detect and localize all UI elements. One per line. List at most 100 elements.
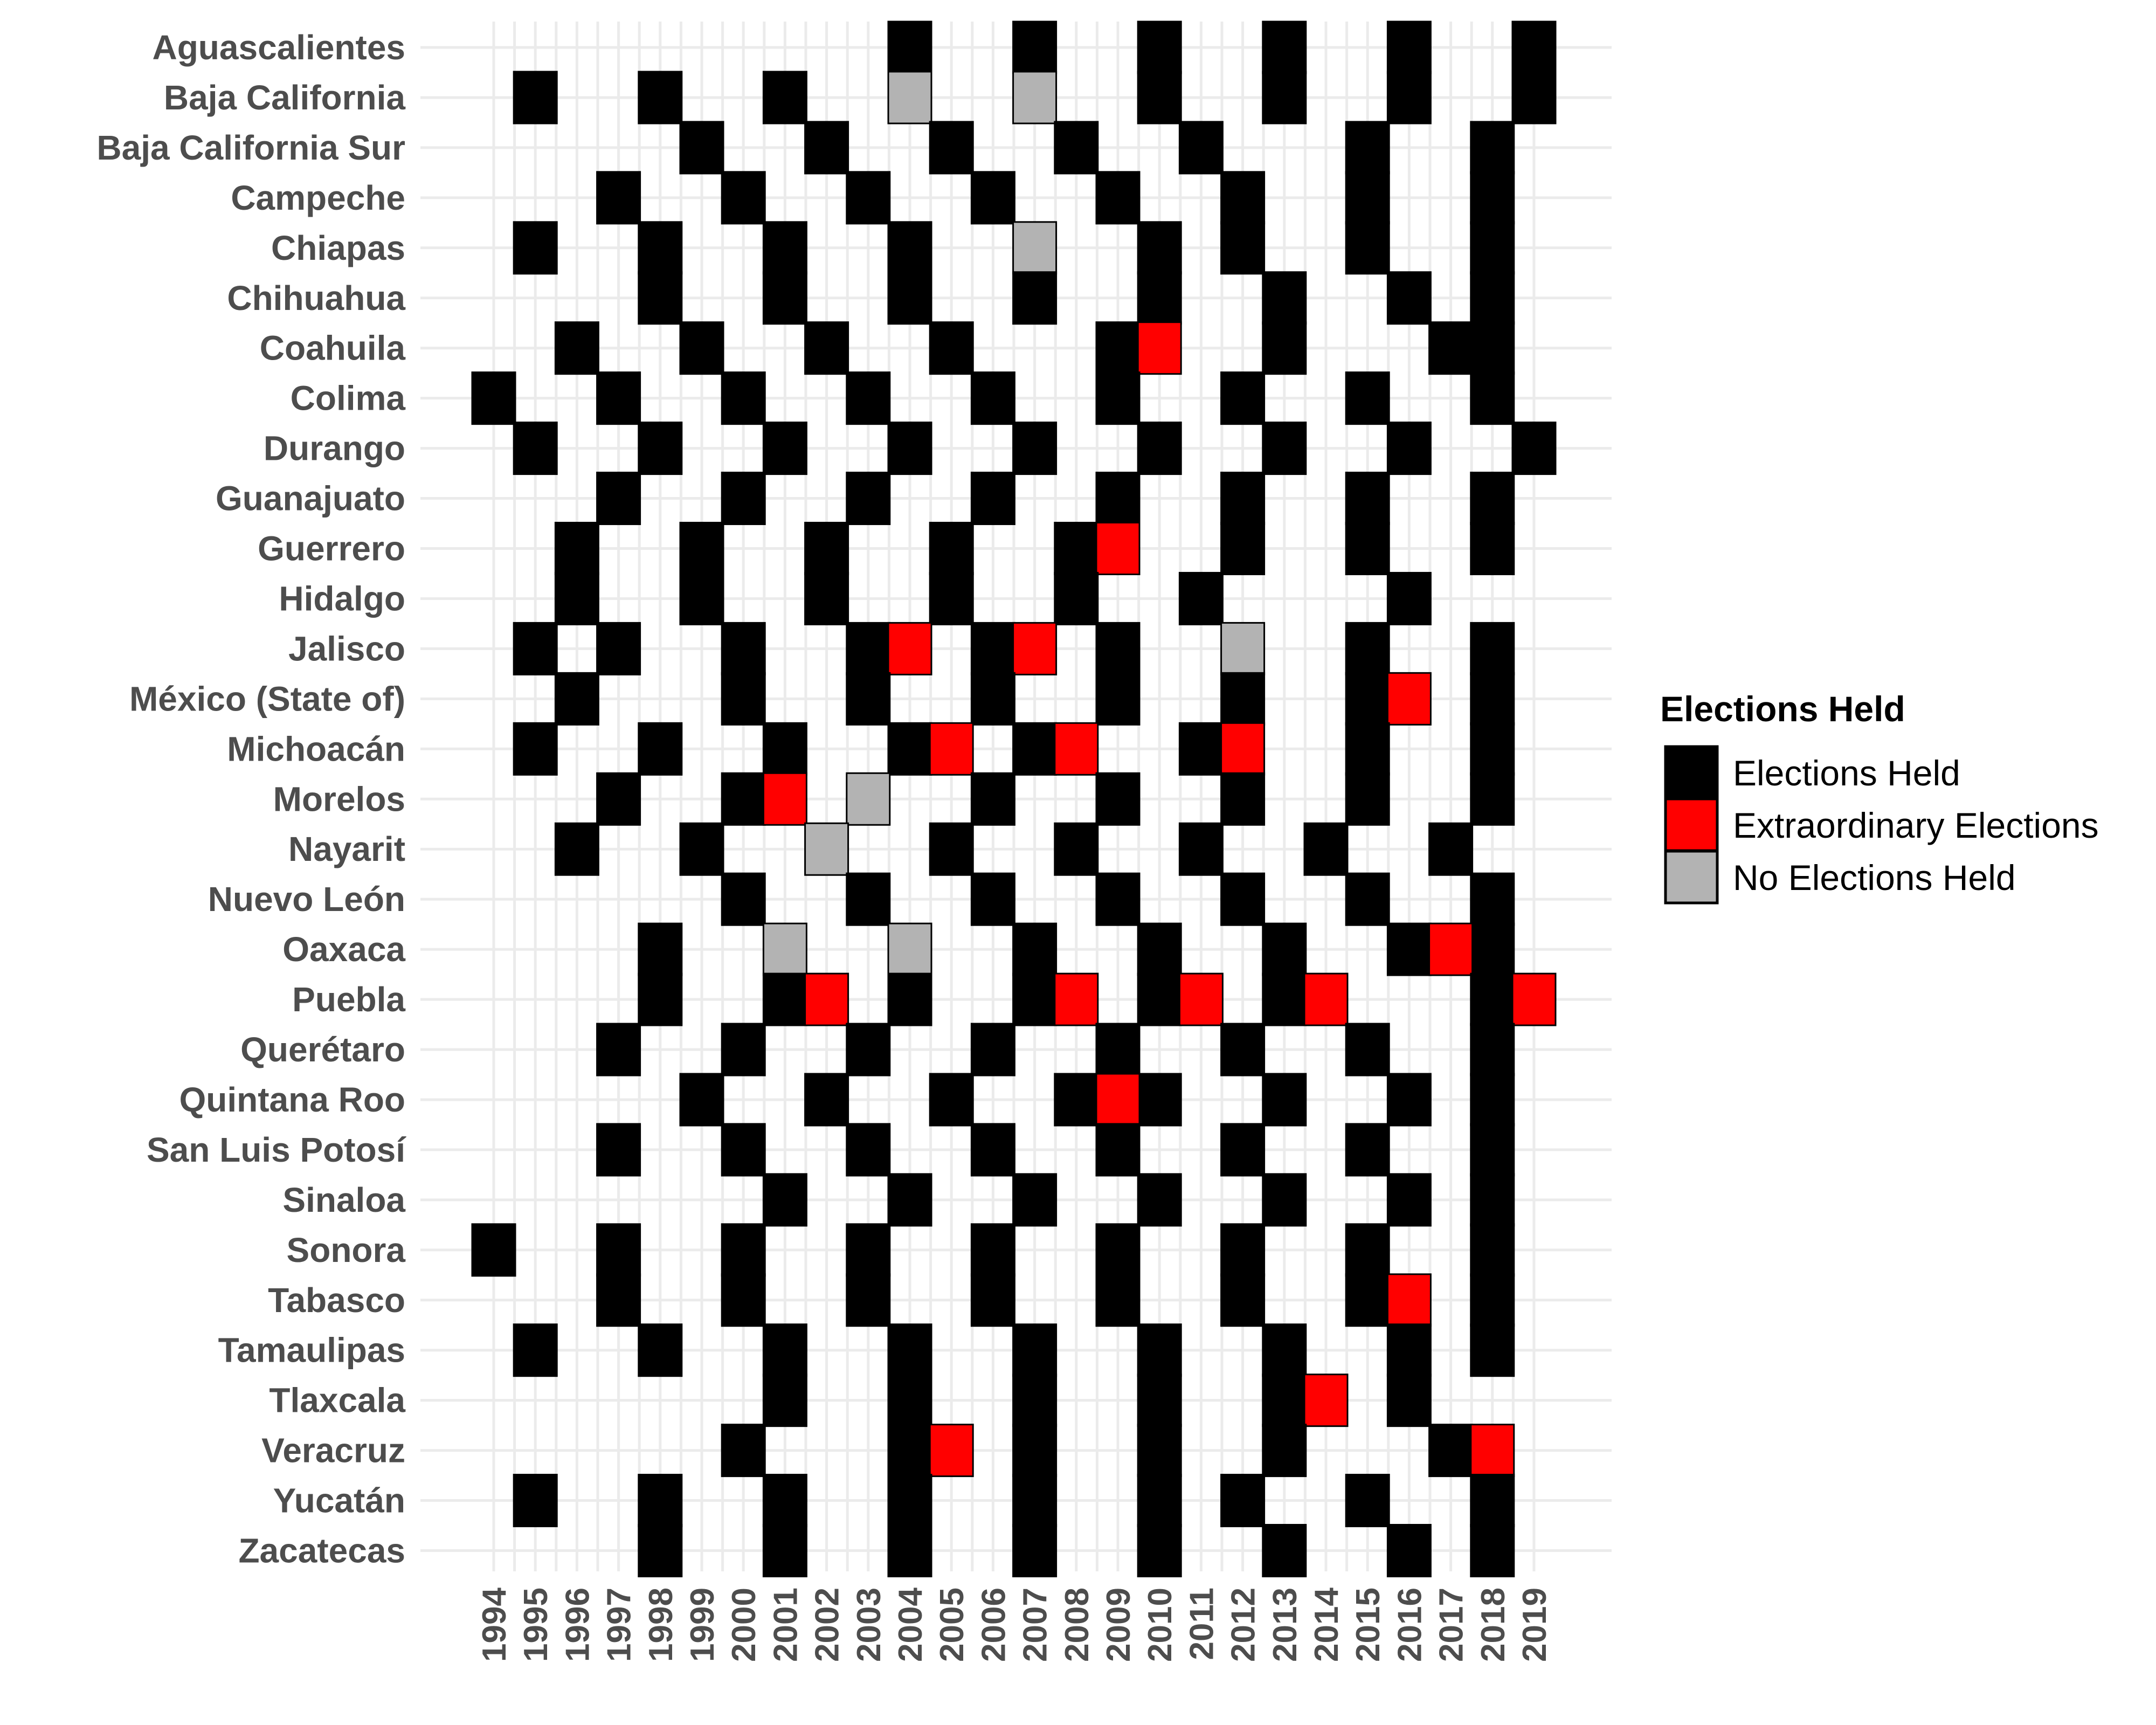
cell-held bbox=[1386, 1173, 1432, 1227]
year-label: 2007 bbox=[1017, 1588, 1054, 1662]
cell-held bbox=[1345, 371, 1390, 425]
state-label: Puebla bbox=[292, 980, 405, 1019]
cell-held bbox=[1511, 20, 1557, 74]
state-axis-labels: Aguascalientes Baja California Baja Califo… bbox=[96, 28, 406, 1570]
cell-none bbox=[762, 922, 807, 976]
cell-held bbox=[1012, 1323, 1058, 1377]
cell-held bbox=[721, 772, 766, 826]
cell-held bbox=[1470, 872, 1515, 926]
state-label: Chihuahua bbox=[227, 279, 405, 318]
cell-held bbox=[1054, 121, 1099, 175]
cell-held bbox=[1012, 722, 1058, 776]
cell-held bbox=[1470, 1273, 1515, 1327]
cell-held bbox=[1095, 622, 1141, 675]
cell-held bbox=[970, 772, 1015, 826]
cell-held bbox=[1137, 1524, 1182, 1577]
year-label: 1994 bbox=[476, 1587, 513, 1661]
cell-held bbox=[1345, 1223, 1390, 1277]
cell-held bbox=[1137, 20, 1182, 74]
cell-held bbox=[1470, 1474, 1515, 1528]
cell-held bbox=[929, 121, 974, 175]
state-label: Coahuila bbox=[260, 329, 406, 368]
cell-held bbox=[762, 1524, 807, 1577]
cell-held bbox=[804, 522, 849, 575]
cell-held bbox=[638, 271, 683, 325]
state-label: Yucatán bbox=[273, 1481, 405, 1520]
state-label: Sonora bbox=[287, 1231, 406, 1269]
cell-held bbox=[1303, 822, 1349, 876]
cell-held bbox=[513, 722, 558, 776]
cell-extra bbox=[1095, 1073, 1141, 1127]
year-label: 2015 bbox=[1350, 1588, 1387, 1662]
cell-held bbox=[513, 1474, 558, 1528]
cell-held bbox=[1386, 1073, 1432, 1127]
cell-none bbox=[887, 922, 932, 976]
cell-held bbox=[1137, 1424, 1182, 1478]
cell-held bbox=[1137, 1073, 1182, 1127]
cell-held bbox=[596, 1273, 641, 1327]
cell-held bbox=[1386, 422, 1432, 475]
legend-key-held bbox=[1664, 745, 1719, 800]
cell-held bbox=[1095, 1223, 1141, 1277]
cell-held bbox=[1137, 1173, 1182, 1227]
state-label: Nuevo León bbox=[208, 880, 405, 919]
cell-held bbox=[1470, 271, 1515, 325]
cell-held bbox=[1470, 472, 1515, 526]
state-label: Hidalgo bbox=[279, 579, 405, 618]
cell-held bbox=[1012, 1474, 1058, 1528]
cell-held bbox=[1220, 1474, 1266, 1528]
cell-held bbox=[721, 171, 766, 225]
cell-held bbox=[471, 1223, 516, 1277]
cell-extra bbox=[804, 972, 849, 1026]
cell-held bbox=[1262, 422, 1307, 475]
cell-held bbox=[1262, 1374, 1307, 1427]
cell-held bbox=[1345, 772, 1390, 826]
cell-held bbox=[513, 1323, 558, 1377]
year-label: 2004 bbox=[892, 1587, 929, 1661]
cell-held bbox=[762, 221, 807, 275]
cell-held bbox=[887, 1474, 932, 1528]
cell-held bbox=[1095, 1123, 1141, 1177]
cell-held bbox=[1262, 71, 1307, 125]
year-label: 1995 bbox=[517, 1588, 555, 1662]
cell-held bbox=[1262, 271, 1307, 325]
cell-held bbox=[721, 672, 766, 726]
year-label: 1996 bbox=[559, 1588, 596, 1662]
cell-held bbox=[1345, 472, 1390, 526]
cell-held bbox=[1262, 321, 1307, 375]
year-label: 2017 bbox=[1433, 1588, 1470, 1662]
cell-held bbox=[679, 571, 724, 625]
cell-held bbox=[762, 422, 807, 475]
cell-held bbox=[887, 1424, 932, 1478]
cell-held bbox=[638, 972, 683, 1026]
legend-label-held: Elections Held bbox=[1733, 753, 1960, 793]
cell-held bbox=[638, 1323, 683, 1377]
cell-held bbox=[970, 672, 1015, 726]
cell-held bbox=[679, 321, 724, 375]
cell-extra bbox=[1303, 1374, 1349, 1427]
year-label: 2003 bbox=[851, 1588, 888, 1662]
cell-held bbox=[1178, 121, 1224, 175]
state-label: Michoacán bbox=[227, 729, 405, 768]
cell-held bbox=[1345, 722, 1390, 776]
cell-held bbox=[846, 872, 891, 926]
legend: Elections Held Elections Held Extraordina… bbox=[1660, 689, 2099, 905]
cell-held bbox=[1054, 822, 1099, 876]
cell-held bbox=[1012, 1424, 1058, 1478]
cell-held bbox=[1262, 1173, 1307, 1227]
cell-held bbox=[1012, 1524, 1058, 1577]
cell-held bbox=[1345, 1273, 1390, 1327]
cell-held bbox=[1220, 472, 1266, 526]
state-label: Tabasco bbox=[268, 1281, 405, 1320]
state-label: Oaxaca bbox=[282, 930, 405, 969]
year-label: 2013 bbox=[1267, 1588, 1304, 1662]
cell-held bbox=[1470, 1524, 1515, 1577]
cell-held bbox=[638, 722, 683, 776]
cell-held bbox=[721, 1123, 766, 1177]
cell-held bbox=[1345, 622, 1390, 675]
legend-label-extra: Extraordinary Elections bbox=[1733, 805, 2099, 845]
cell-held bbox=[1220, 872, 1266, 926]
cell-held bbox=[970, 1223, 1015, 1277]
cell-held bbox=[1220, 1223, 1266, 1277]
